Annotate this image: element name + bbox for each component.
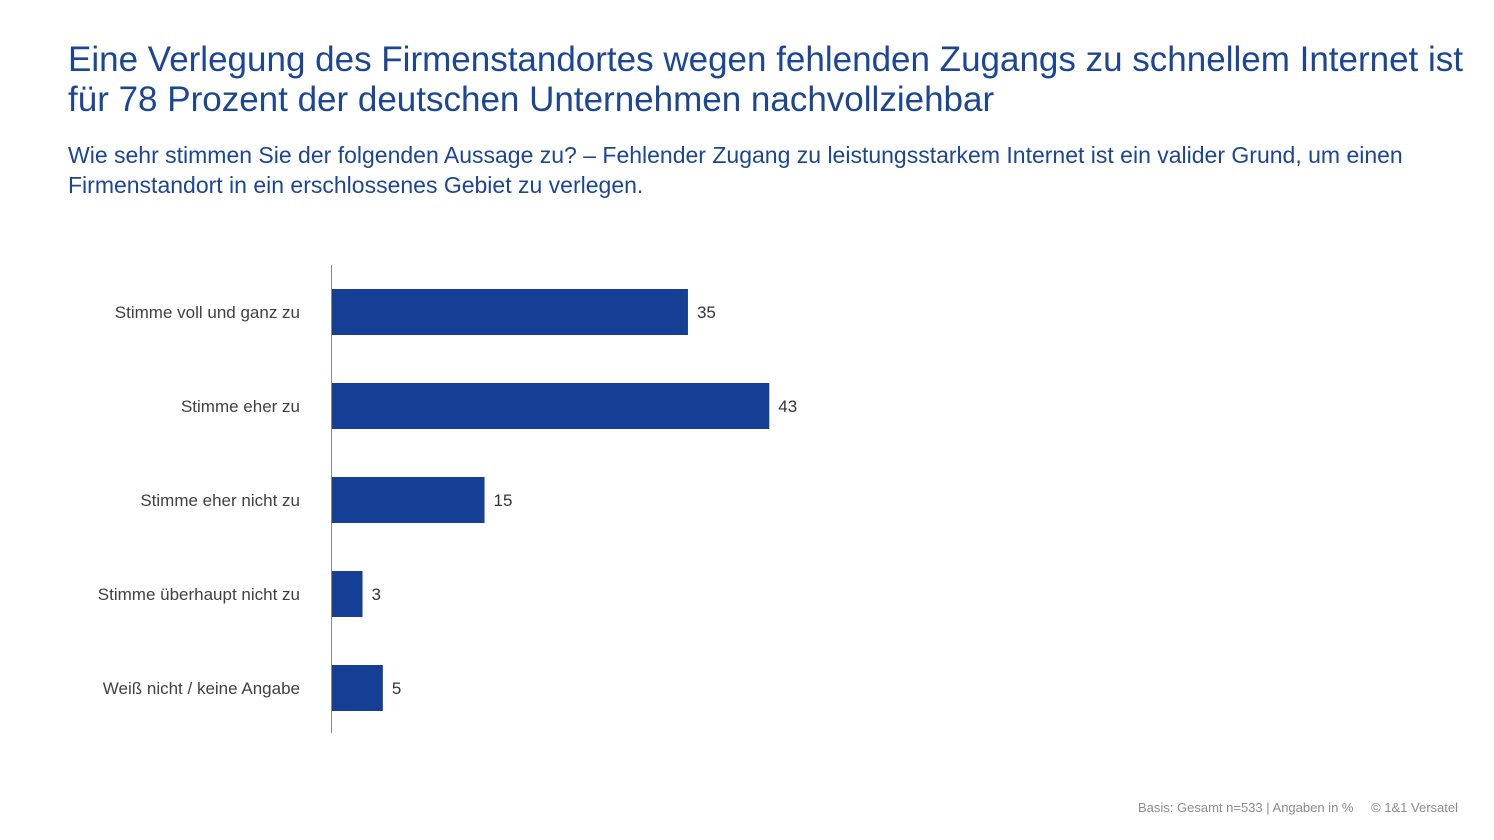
data-label: 15: [494, 491, 513, 510]
footer-basis: Basis: Gesamt n=533 | Angaben in %: [1137, 800, 1354, 815]
bar: [332, 665, 383, 711]
data-label: 35: [697, 303, 716, 322]
chart-title: Eine Verlegung des Firmenstandortes wege…: [68, 40, 1464, 119]
category-label: Stimme voll und ganz zu: [115, 303, 300, 322]
data-label: 43: [778, 397, 797, 416]
bar: [332, 383, 770, 429]
category-label: Weiß nicht / keine Angabe: [103, 679, 300, 698]
bar: [332, 289, 688, 335]
category-label: Stimme eher nicht zu: [140, 491, 300, 510]
data-label: 5: [392, 679, 401, 698]
category-label: Stimme überhaupt nicht zu: [98, 585, 300, 604]
footer-copyright: © 1&1 Versatel: [1371, 800, 1458, 815]
category-label: Stimme eher zu: [181, 397, 300, 416]
chart-subtitle: Wie sehr stimmen Sie der folgenden Aussa…: [68, 142, 1403, 198]
data-label: 3: [372, 585, 381, 604]
footer: Basis: Gesamt n=533 | Angaben in % © 1&1…: [1124, 800, 1458, 815]
bar: [332, 571, 363, 617]
bar: [332, 477, 485, 523]
